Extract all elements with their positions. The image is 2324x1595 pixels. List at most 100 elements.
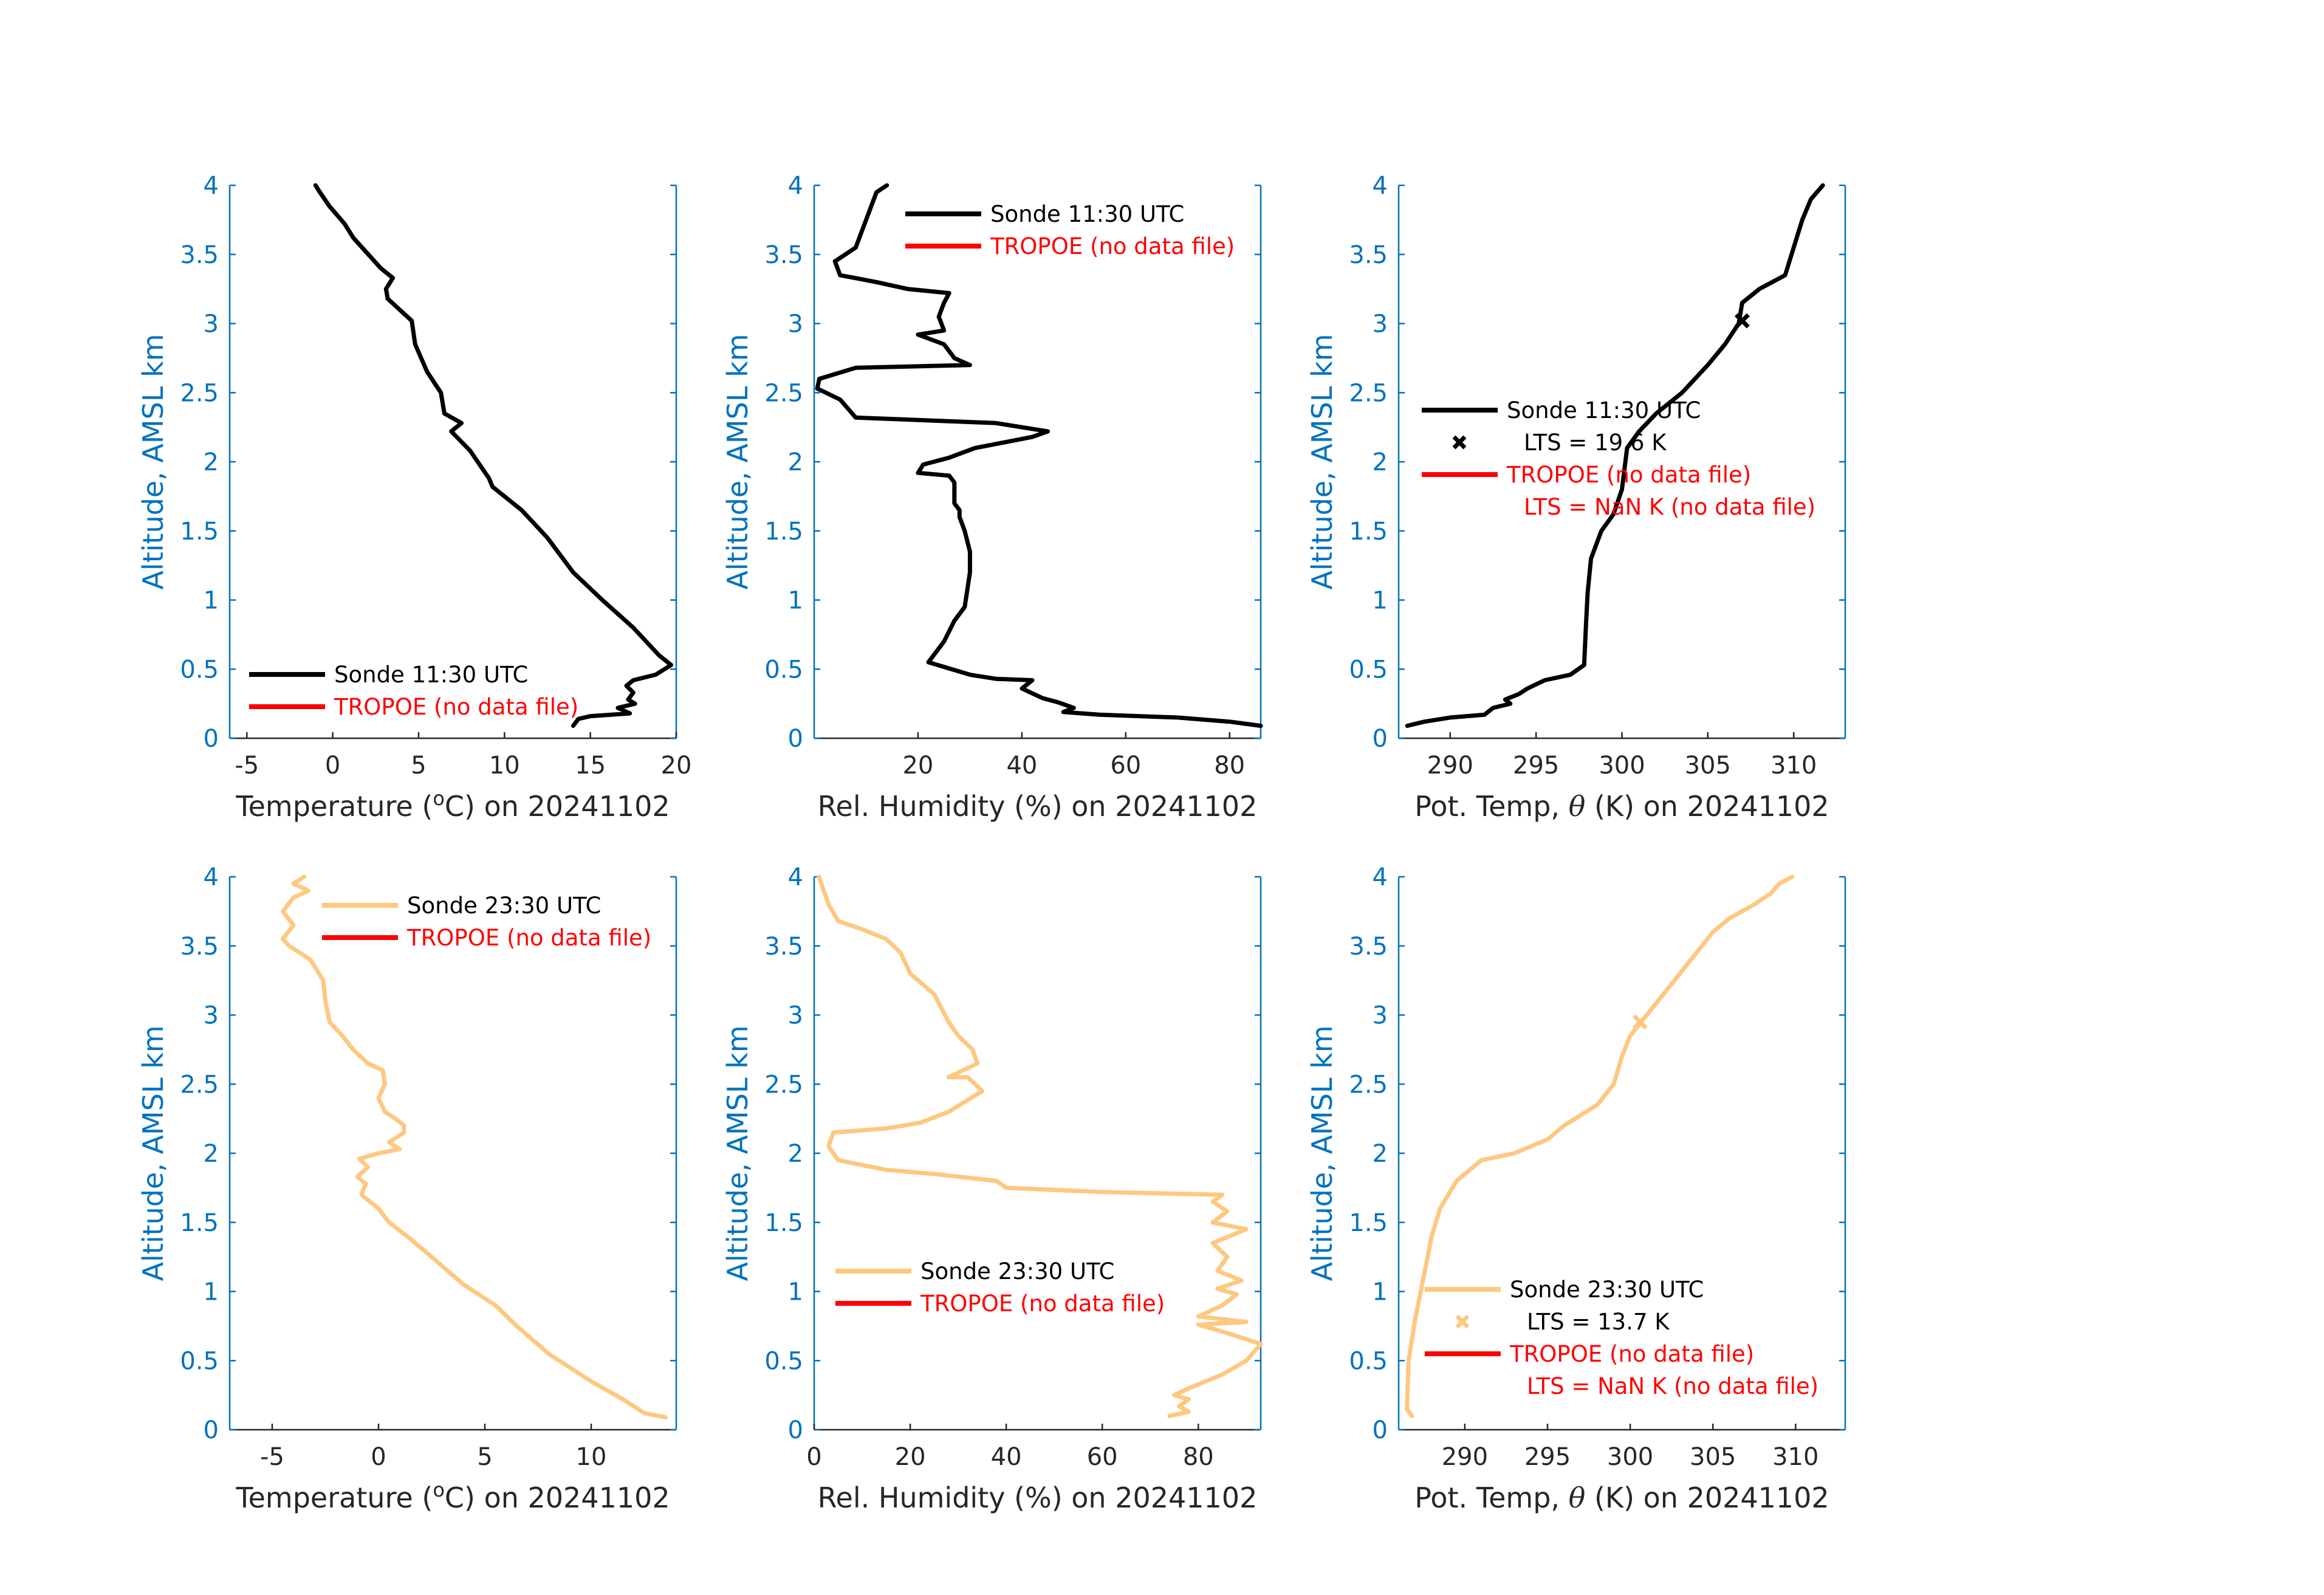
panel-T2330: 0 0.5 1 1.5 2 2.5 3 3.5 4 -5 0 5 10 Temperature (oC) … [137, 863, 677, 1514]
x-tick-label: -5 [235, 752, 259, 780]
x-label-degree: o [433, 787, 445, 810]
y-tick-label: 4 [788, 172, 803, 200]
legend-label: Sonde 11:30 UTC [334, 662, 528, 688]
y-tick-label: 4 [1373, 863, 1388, 891]
x-axis-label: Rel. Humidity (%) on 20241102 [818, 1481, 1258, 1514]
y-axis-label: Altitude, AMSL km [137, 334, 170, 589]
x-label-theta: θ [1569, 1481, 1586, 1514]
x-label-prefix: Pot. Temp, [1414, 790, 1568, 823]
y-axis-label: Altitude, AMSL km [1306, 1025, 1339, 1281]
x-tick-label: 20 [661, 752, 692, 780]
y-tick-label: 4 [1373, 172, 1388, 200]
x-tick-label: 300 [1607, 1443, 1653, 1471]
y-tick-label: 0.5 [1349, 1347, 1388, 1375]
legend-label: TROPOE (no data file) [1509, 1341, 1754, 1367]
x-tick-label: 0 [371, 1443, 386, 1471]
series-line-sonde [815, 183, 1263, 728]
legend-marker [1452, 435, 1467, 450]
x-axis-label: Rel. Humidity (%) on 20241102 [818, 790, 1258, 823]
legend-label: LTS = NaN K (no data file) [1524, 494, 1815, 520]
x-label-suffix: (K) on 20241102 [1585, 790, 1829, 823]
legend-label: Sonde 23:30 UTC [1510, 1277, 1704, 1303]
x-tick-label: 305 [1685, 752, 1731, 780]
y-tick-label: 3.5 [764, 241, 803, 269]
y-tick-label: 0.5 [1349, 656, 1388, 684]
x-tick-label: 300 [1599, 752, 1645, 780]
y-axis-label: Altitude, AMSL km [137, 1025, 170, 1281]
legend-label: LTS = NaN K (no data file) [1527, 1373, 1818, 1399]
y-axis-label: Altitude, AMSL km [721, 334, 754, 589]
x-tick-label: 295 [1513, 752, 1559, 780]
y-tick-label: 1.5 [764, 1209, 803, 1237]
series-line-sonde [281, 874, 668, 1419]
y-tick-label: 3 [788, 310, 803, 338]
y-tick-label: 3.5 [1349, 241, 1388, 269]
y-tick-label: 0.5 [764, 656, 803, 684]
x-label-theta: θ [1569, 790, 1586, 823]
y-tick-label: 2 [1373, 1140, 1388, 1168]
x-tick-label: 20 [895, 1443, 926, 1471]
y-axis-label: Altitude, AMSL km [721, 1025, 754, 1281]
series-line-sonde [313, 183, 673, 728]
x-tick-label: 15 [575, 752, 606, 780]
y-tick-label: 3 [204, 310, 219, 338]
x-tick-label: 10 [489, 752, 520, 780]
series-line-sonde [1405, 183, 1825, 728]
x-axis-label: Temperature (oC) on 20241102 [235, 1478, 670, 1514]
panel-RH1130: 0 0.5 1 1.5 2 2.5 3 3.5 4 20 40 60 80 Rel. Humidity (… [721, 172, 1263, 823]
y-tick-label: 0 [204, 1416, 219, 1444]
x-tick-label: 40 [991, 1443, 1022, 1471]
x-tick-label: 295 [1524, 1443, 1571, 1471]
lts-marker [1632, 1014, 1648, 1030]
y-tick-label: 0 [1373, 1416, 1388, 1444]
legend-label: Sonde 11:30 UTC [990, 201, 1184, 227]
x-label-suffix: (K) on 20241102 [1585, 1481, 1829, 1514]
y-tick-label: 2.5 [764, 1071, 803, 1099]
y-tick-label: 1 [204, 1278, 219, 1306]
legend: Sonde 11:30 UTC TROPOE (no data file) [905, 201, 1235, 259]
legend-label: LTS = 13.7 K [1527, 1309, 1670, 1335]
panel-T1130: 0 0.5 1 1.5 2 2.5 3 3.5 4 -5 0 5 10 15 20 Temperature (… [137, 172, 691, 823]
legend-marker [1455, 1314, 1470, 1329]
x-label-degree: o [433, 1478, 445, 1501]
y-tick-label: 1 [788, 587, 803, 615]
y-tick-label: 3.5 [180, 241, 219, 269]
x-tick-label: 60 [1087, 1443, 1118, 1471]
x-tick-label: 305 [1690, 1443, 1736, 1471]
legend: Sonde 23:30 UTC TROPOE (no data file) [322, 893, 651, 951]
y-tick-label: 0.5 [180, 656, 219, 684]
x-tick-label: 290 [1442, 1443, 1488, 1471]
x-axis-label: Pot. Temp, θ (K) on 20241102 [1414, 1481, 1829, 1514]
y-tick-label: 2.5 [1349, 1071, 1388, 1099]
y-tick-label: 2 [788, 448, 803, 476]
legend-label: Sonde 23:30 UTC [407, 893, 601, 919]
panel-TH2330: 0 0.5 1 1.5 2 2.5 3 3.5 4 290 295 300 305 310 Pot. Tem… [1306, 863, 1846, 1514]
x-tick-label: 40 [1006, 752, 1037, 780]
legend-label: Sonde 11:30 UTC [1507, 397, 1701, 424]
y-tick-label: 2.5 [764, 379, 803, 407]
x-tick-label: 310 [1770, 752, 1817, 780]
x-tick-label: 60 [1110, 752, 1141, 780]
y-tick-label: 1 [788, 1278, 803, 1306]
y-tick-label: 3.5 [1349, 933, 1388, 961]
y-tick-label: 3 [1373, 310, 1388, 338]
x-tick-label: 5 [477, 1443, 492, 1471]
y-tick-label: 2 [1373, 448, 1388, 476]
y-tick-label: 3.5 [180, 933, 219, 961]
y-tick-label: 1.5 [1349, 518, 1388, 546]
y-tick-label: 1 [204, 587, 219, 615]
legend-label: TROPOE (no data file) [920, 1291, 1165, 1317]
y-tick-label: 0 [788, 725, 803, 753]
y-tick-label: 3 [204, 1002, 219, 1030]
y-tick-label: 0.5 [180, 1347, 219, 1375]
y-tick-label: 4 [788, 863, 803, 891]
x-tick-label: 80 [1214, 752, 1245, 780]
x-label-suffix: C) on 20241102 [445, 790, 670, 823]
y-tick-label: 3.5 [764, 933, 803, 961]
x-tick-label: -5 [260, 1443, 284, 1471]
x-tick-label: 80 [1183, 1443, 1214, 1471]
y-tick-label: 0.5 [764, 1347, 803, 1375]
legend-label: TROPOE (no data file) [990, 233, 1235, 259]
